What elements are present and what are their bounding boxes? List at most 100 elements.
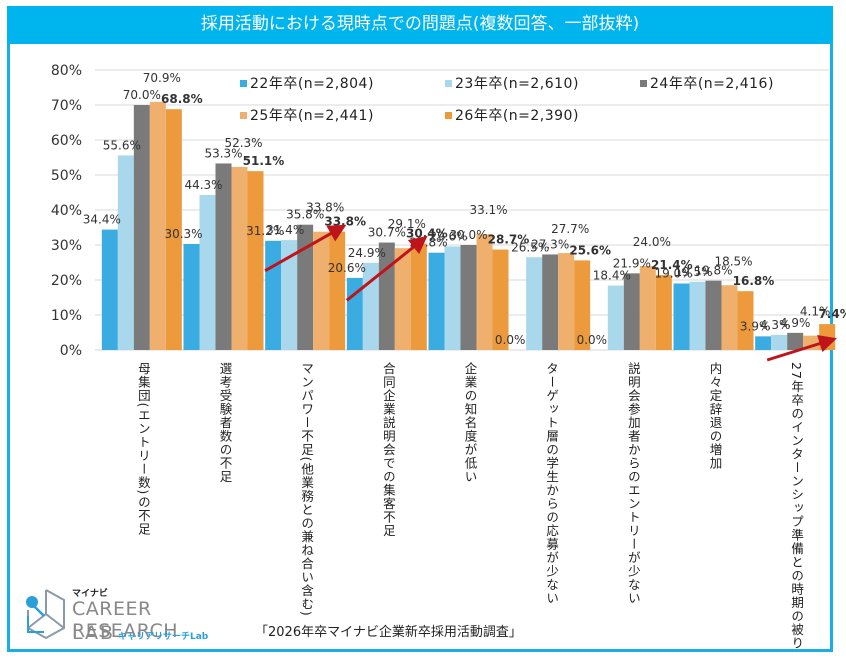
bar bbox=[607, 285, 624, 350]
data-label: 21.4% bbox=[651, 258, 693, 272]
data-label: 0.0% bbox=[495, 333, 526, 347]
data-label: 24.0% bbox=[633, 235, 671, 249]
data-label: 4.1% bbox=[800, 305, 831, 319]
data-label: 28.7% bbox=[488, 233, 530, 247]
bar bbox=[721, 285, 738, 350]
data-label: 19.0% bbox=[654, 267, 692, 281]
bar bbox=[313, 231, 330, 350]
data-label: 30.7% bbox=[368, 226, 406, 240]
data-label: 18.5% bbox=[714, 254, 752, 268]
data-label: 34.4% bbox=[83, 213, 121, 227]
trend-arrow bbox=[766, 334, 837, 362]
bar bbox=[737, 291, 754, 350]
legend-swatch bbox=[240, 80, 247, 87]
bar bbox=[705, 280, 722, 350]
bar bbox=[460, 245, 477, 350]
data-label: 51.1% bbox=[243, 154, 285, 168]
data-label: 4.3% bbox=[760, 318, 791, 332]
bar bbox=[492, 249, 509, 350]
y-tick-label: 20% bbox=[51, 273, 82, 289]
data-label: 55.6% bbox=[103, 138, 141, 152]
data-label: 24.9% bbox=[348, 246, 386, 260]
bar bbox=[117, 155, 134, 350]
data-label: 18.4% bbox=[593, 269, 631, 283]
data-label: 33.8% bbox=[306, 201, 344, 215]
bar bbox=[231, 166, 248, 350]
bar bbox=[755, 336, 772, 350]
bar bbox=[623, 273, 640, 350]
bar bbox=[655, 275, 672, 350]
data-label: 33.1% bbox=[469, 203, 507, 217]
data-label: 16.8% bbox=[733, 274, 775, 288]
data-label: 4.9% bbox=[780, 316, 811, 330]
legend-label: 23年卒(n=2,610) bbox=[455, 76, 579, 92]
legend-swatch bbox=[640, 80, 647, 87]
legend-label: 22年卒(n=2,804) bbox=[250, 76, 374, 92]
data-label: 25.6% bbox=[569, 243, 611, 257]
data-label: 20.6% bbox=[328, 261, 366, 275]
bar bbox=[297, 224, 314, 350]
x-category-label: ターゲット層の学生からの応募が少ない bbox=[544, 362, 560, 605]
x-category-label: 母集団(エントリー数)の不足 bbox=[135, 362, 151, 536]
bar bbox=[542, 254, 559, 350]
y-tick-label: 40% bbox=[51, 203, 82, 219]
data-label: 0.0% bbox=[577, 333, 608, 347]
x-category-label: 企業の知名度が低い bbox=[462, 362, 478, 484]
data-label: 29.1% bbox=[388, 217, 426, 231]
logo-cube-icon bbox=[26, 589, 65, 640]
bar bbox=[526, 257, 543, 350]
source-caption: 「2026年卒マイナビ企業新卒採用活動調査」 bbox=[255, 625, 522, 640]
x-category-label: 27年卒のインターンシップ準備との時期の被り bbox=[789, 362, 805, 650]
logo-kana-text: キャリアリサーチLab bbox=[118, 632, 209, 642]
data-label: 31.2% bbox=[246, 224, 284, 238]
bar bbox=[199, 194, 216, 350]
trend-arrow bbox=[264, 224, 347, 272]
y-tick-label: 10% bbox=[51, 308, 82, 324]
data-label: 31.4% bbox=[266, 223, 304, 237]
data-label: 21.9% bbox=[613, 256, 651, 270]
bar bbox=[247, 171, 264, 350]
legend-label: 26年卒(n=2,390) bbox=[455, 108, 579, 124]
data-label: 30.3% bbox=[164, 227, 202, 241]
bar bbox=[444, 246, 461, 350]
x-category-label: マンパワー不足(他業務との兼ね合い含む) bbox=[299, 362, 315, 617]
bar bbox=[281, 240, 298, 350]
bar bbox=[639, 266, 656, 350]
data-label: 35.8% bbox=[286, 208, 324, 222]
bar bbox=[133, 105, 150, 350]
data-label: 70.0% bbox=[123, 88, 161, 102]
data-label: 53.3% bbox=[204, 146, 242, 160]
bar bbox=[787, 332, 804, 350]
data-label: 68.8% bbox=[161, 92, 203, 106]
bar bbox=[673, 283, 690, 350]
legend-label: 25年卒(n=2,441) bbox=[250, 108, 374, 124]
x-category-label: 内々定辞退の増加 bbox=[707, 362, 723, 470]
trend-arrow bbox=[345, 235, 428, 302]
data-label: 30.0% bbox=[449, 228, 487, 242]
data-label: 33.8% bbox=[324, 215, 366, 229]
bar bbox=[265, 240, 282, 350]
bar bbox=[149, 101, 166, 350]
bar bbox=[378, 242, 395, 350]
bar bbox=[183, 243, 200, 350]
x-category-label: 選考受験者数の不足 bbox=[217, 362, 233, 484]
x-category-label: 説明会参加者からのエントリーが少ない bbox=[625, 362, 641, 605]
bar bbox=[771, 334, 788, 350]
data-label: 52.3% bbox=[224, 136, 262, 150]
data-label: 29.6% bbox=[429, 229, 467, 243]
logo-mynavi-text: マイナビ bbox=[72, 589, 108, 599]
legend-swatch bbox=[240, 112, 247, 119]
data-label: 19.5% bbox=[674, 265, 712, 279]
legend-label: 24年卒(n=2,416) bbox=[650, 76, 774, 92]
legend-swatch bbox=[445, 80, 452, 87]
y-tick-label: 80% bbox=[51, 63, 82, 79]
logo-lab-text: LAB bbox=[72, 622, 116, 644]
bar bbox=[574, 260, 591, 350]
data-label: 3.9% bbox=[740, 319, 771, 333]
data-label: 26.5% bbox=[511, 240, 549, 254]
logo-career-research-text: CAREER RESEARCH bbox=[72, 598, 179, 642]
y-tick-label: 50% bbox=[51, 168, 82, 184]
bar bbox=[410, 243, 427, 350]
bar bbox=[101, 229, 118, 350]
